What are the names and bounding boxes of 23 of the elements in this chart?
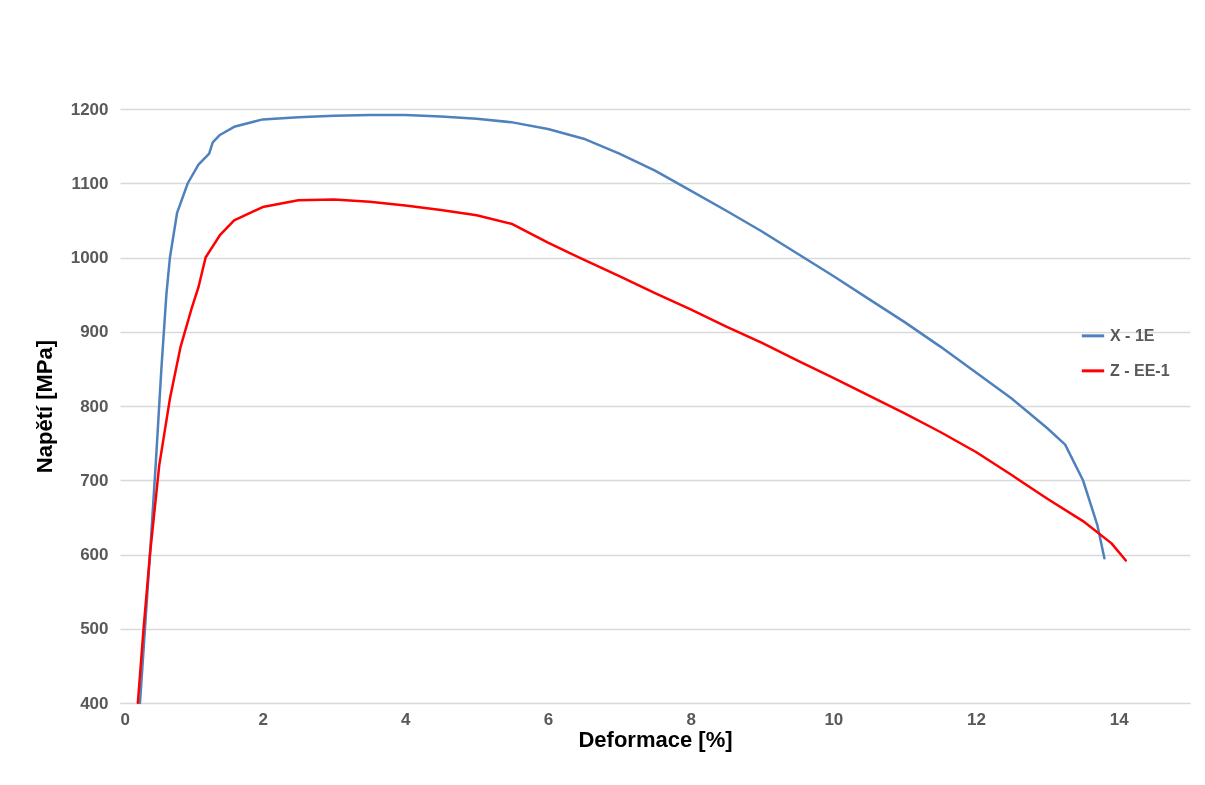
legend-label: X - 1E (1110, 326, 1155, 344)
y-tick-label: 1200 (70, 99, 109, 119)
y-axis-title: Napětí [MPa] (31, 339, 57, 474)
y-tick-label: 900 (80, 322, 109, 342)
line-series (138, 113, 1106, 705)
y-tick-label: 800 (80, 396, 109, 416)
x-axis-title: Deformace [%] (578, 726, 733, 752)
y-tick-label: 1000 (70, 248, 109, 267)
x-tick-label: 12 (967, 709, 986, 729)
y-tick-label: 400 (80, 693, 109, 713)
y-tick-label: 700 (80, 470, 109, 490)
x-tick-label: 14 (1109, 709, 1130, 729)
x-tick-label: 8 (686, 709, 696, 729)
y-tick-label: 500 (80, 619, 109, 639)
x-tick-label: 2 (258, 709, 268, 729)
legend-label: Z - EE-1 (1110, 361, 1170, 379)
line-series (136, 198, 1128, 705)
y-tick-label: 600 (80, 545, 109, 564)
x-tick-label: 0 (120, 709, 130, 729)
y-tick-label: 1100 (71, 173, 109, 193)
x-tick-label: 6 (543, 709, 554, 729)
x-tick-label: 10 (824, 709, 844, 729)
x-tick-label: 4 (401, 709, 412, 729)
